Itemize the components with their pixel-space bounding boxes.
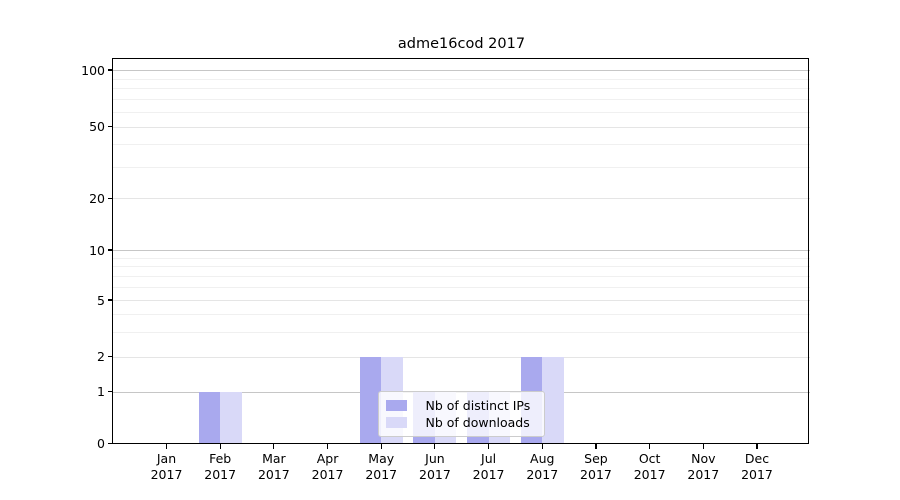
legend-swatch-icon (385, 417, 407, 428)
y-tick-label-5: 5 (97, 292, 105, 308)
x-tick-label-feb: Feb 2017 (188, 451, 252, 483)
legend-item-0: Nb of distinct IPs (385, 397, 537, 414)
y-tick-mark-0 (108, 442, 114, 445)
gridline-minor-90 (113, 78, 810, 80)
x-tick-mark-aug (541, 443, 543, 449)
x-tick-label-mar: Mar 2017 (242, 451, 306, 483)
gridline-minor-60 (113, 111, 810, 113)
y-tick-label-50: 50 (89, 119, 105, 135)
y-tick-label-10: 10 (89, 242, 105, 258)
x-tick-mark-oct (649, 443, 651, 449)
x-tick-label-month: Oct (638, 451, 661, 466)
gridline-minor-4 (113, 313, 810, 315)
gridline-minor-80 (113, 88, 810, 90)
gridline-minor-8 (113, 266, 810, 268)
bar-distinct-ips-feb (198, 391, 221, 444)
x-tick-label-aug: Aug 2017 (510, 451, 574, 483)
x-tick-label-year: 2017 (365, 467, 398, 482)
x-tick-label-month: Mar (262, 451, 286, 466)
x-tick-label-dec: Dec 2017 (725, 451, 789, 483)
y-tick-mark-2 (108, 356, 114, 358)
gridline-major-100 (113, 70, 810, 71)
x-tick-label-month: Nov (691, 451, 716, 466)
y-tick-label-1: 1 (97, 384, 105, 400)
x-tick-label-nov: Nov 2017 (671, 451, 735, 483)
x-tick-mark-nov (702, 443, 704, 449)
legend-label: Nb of distinct IPs (425, 397, 531, 413)
x-tick-label-month: Jun (425, 451, 445, 466)
x-tick-label-month: Dec (744, 451, 770, 466)
x-tick-label-year: 2017 (526, 467, 559, 482)
bar-downloads-feb (220, 391, 242, 444)
gridline-minor-6 (113, 286, 810, 288)
y-tick-mark-10 (108, 249, 114, 251)
x-tick-label-year: 2017 (419, 467, 451, 482)
gridline-5 (113, 300, 810, 301)
gridline-minor-3 (113, 331, 810, 333)
x-tick-mark-sep (595, 443, 597, 449)
plot-area: Nb of distinct IPs Nb of downloads (113, 60, 810, 444)
x-tick-label-apr: Apr 2017 (296, 451, 360, 483)
y-tick-label-20: 20 (89, 190, 105, 206)
gridline-20 (113, 198, 810, 200)
chart-title: adme16cod 2017 (397, 36, 526, 52)
x-tick-mark-feb (219, 443, 221, 449)
gridline-minor-9 (113, 257, 810, 259)
gridline-minor-30 (113, 166, 810, 168)
x-tick-mark-jun (434, 443, 436, 449)
x-tick-label-year: 2017 (472, 467, 505, 482)
y-tick-mark-20 (108, 197, 114, 199)
legend-box: Nb of distinct IPs Nb of downloads (377, 391, 545, 437)
x-tick-label-year: 2017 (204, 467, 237, 482)
gridline-minor-40 (113, 144, 810, 146)
x-tick-label-year: 2017 (150, 467, 183, 482)
gridline-minor-70 (113, 99, 810, 101)
x-tick-label-year: 2017 (311, 467, 344, 482)
legend-label: Nb of downloads (425, 414, 530, 430)
x-tick-mark-may (380, 443, 382, 449)
gridline-minor-7 (113, 275, 810, 277)
legend-item-1: Nb of downloads (385, 414, 537, 431)
y-tick-label-2: 2 (97, 349, 105, 365)
x-tick-label-jul: Jul 2017 (457, 451, 521, 483)
gridline-major-10 (113, 250, 810, 251)
y-tick-mark-50 (108, 126, 114, 128)
x-tick-label-year: 2017 (580, 467, 612, 482)
x-tick-label-sep: Sep 2017 (564, 451, 628, 483)
legend-swatch-icon (385, 400, 407, 411)
x-tick-label-jan: Jan 2017 (135, 451, 199, 483)
bar-distinct-ips-may (359, 356, 382, 444)
x-tick-label-year: 2017 (633, 467, 666, 482)
x-tick-label-jun: Jun 2017 (403, 451, 467, 483)
x-tick-label-month: Aug (530, 451, 555, 466)
y-tick-mark-1 (108, 391, 114, 393)
x-tick-mark-apr (326, 443, 329, 449)
x-tick-label-may: May 2017 (349, 451, 413, 483)
gridline-2 (113, 356, 810, 358)
y-tick-mark-100 (108, 69, 114, 71)
x-tick-mark-mar (273, 443, 275, 449)
x-tick-label-month: Jan (156, 451, 177, 466)
x-tick-label-year: 2017 (257, 467, 290, 482)
x-tick-label-month: Apr (316, 451, 339, 466)
x-tick-label-year: 2017 (687, 467, 720, 482)
x-tick-label-month: Sep (584, 451, 608, 466)
x-tick-label-month: Feb (209, 451, 232, 466)
y-tick-mark-5 (108, 299, 114, 301)
x-tick-mark-dec (756, 443, 758, 449)
x-tick-mark-jul (487, 443, 490, 449)
x-tick-mark-jan (165, 443, 168, 449)
y-tick-label-100: 100 (81, 62, 105, 78)
x-tick-label-month: May (368, 451, 395, 466)
bar-downloads-aug (542, 356, 564, 444)
x-tick-label-year: 2017 (741, 467, 773, 482)
x-tick-label-month: Jul (481, 451, 497, 466)
gridline-50 (113, 126, 810, 128)
x-tick-label-oct: Oct 2017 (618, 451, 682, 483)
y-tick-label-0: 0 (97, 436, 105, 451)
